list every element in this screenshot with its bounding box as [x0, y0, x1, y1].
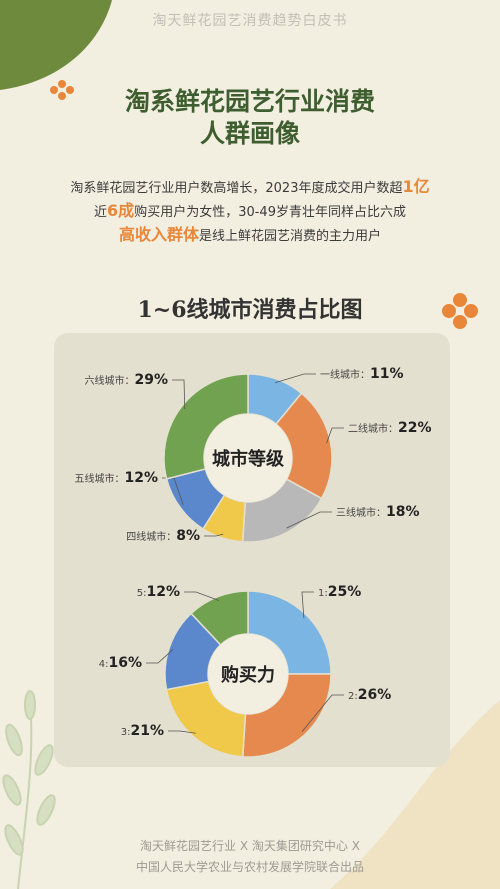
- flower-icon: [442, 293, 478, 329]
- leader-line: [286, 511, 332, 529]
- slice-label-4: 4:16%: [99, 655, 142, 671]
- slice-label-1: 一线城市：11%: [320, 366, 404, 382]
- slice-label-6: 六线城市：29%: [84, 372, 168, 388]
- description-text: 购买用户为女性，30-49岁青壮年同样占比六成: [134, 205, 406, 220]
- bottom-right-blob: [330, 700, 500, 889]
- slice-label-2: 二线城市：22%: [348, 420, 432, 436]
- leader-line: [326, 427, 344, 444]
- top-left-blob: [0, 0, 112, 90]
- leader-line: [172, 379, 186, 409]
- slice-label-2: 2:26%: [348, 687, 391, 703]
- donut-hole: [204, 414, 292, 502]
- leader-line: [168, 730, 196, 734]
- header-title: 淘天鲜花园艺消费趋势白皮书: [152, 13, 348, 29]
- donut-center-label: 城市等级: [212, 448, 285, 470]
- description-line3: 高收入群体是线上鲜花园艺消费的主力用户: [20, 224, 480, 248]
- slice-label-4: 四线城市：8%: [126, 528, 200, 544]
- leader-line: [301, 591, 314, 619]
- description-text: 近: [94, 205, 108, 220]
- page-title-line2: 人群画像: [199, 119, 300, 148]
- description-text: 淘系鲜花园艺行业用户数高增长，2023年度成交用户数超: [70, 181, 403, 196]
- leader-line: [184, 591, 220, 601]
- highlight-text: 高收入群体: [118, 225, 199, 244]
- chart-section-title: 1~6线城市消费占比图: [137, 297, 363, 323]
- donut-center-label: 购买力: [221, 664, 275, 686]
- donut-hole: [208, 634, 288, 714]
- leader-line: [301, 694, 344, 732]
- slice-label-5: 五线城市：12%: [74, 470, 158, 486]
- page-title-line1: 淘系鲜花园艺行业消费: [124, 87, 375, 116]
- donut-slice-6: [163, 373, 249, 480]
- flower-icon: [50, 80, 74, 100]
- footer-line2: 中国人民大学农业与农村发展学院联合出品: [135, 860, 364, 874]
- slice-label-5: 5:12%: [137, 584, 180, 600]
- footer-line1: 淘天鲜花园艺行业 X 淘天集团研究中心 X: [140, 839, 360, 853]
- leaf-branch-decoration: [2, 690, 56, 889]
- highlight-text: 1亿: [402, 177, 430, 196]
- description: 淘系鲜花园艺行业用户数高增长，2023年度成交用户数超1亿 近6成购买用户为女性…: [20, 176, 480, 248]
- description-line2: 近6成购买用户为女性，30-49岁青壮年同样占比六成: [20, 200, 480, 224]
- slice-label-3: 3:21%: [121, 723, 164, 739]
- leader-line: [146, 649, 174, 664]
- city-tier-donut-chart: 一线城市：11% 二线城市：22% 三线城市：18% 四线城市：8% 五线城市：12% 六…: [74, 366, 432, 544]
- page-title: 淘系鲜花园艺行业消费 人群画像: [0, 86, 500, 150]
- description-text: 是线上鲜花园艺消费的主力用户: [199, 229, 382, 244]
- leader-line: [204, 533, 224, 537]
- slice-label-3: 三线城市：18%: [336, 504, 420, 520]
- highlight-text: 6成: [107, 201, 135, 220]
- purchasing-power-donut-chart: 1:25% 2:26% 3:21% 4:16% 5:12% 购买力: [99, 584, 391, 758]
- description-line1: 淘系鲜花园艺行业用户数高增长，2023年度成交用户数超1亿: [20, 176, 480, 200]
- leader-line: [274, 373, 316, 384]
- slice-label-1: 1:25%: [318, 584, 361, 600]
